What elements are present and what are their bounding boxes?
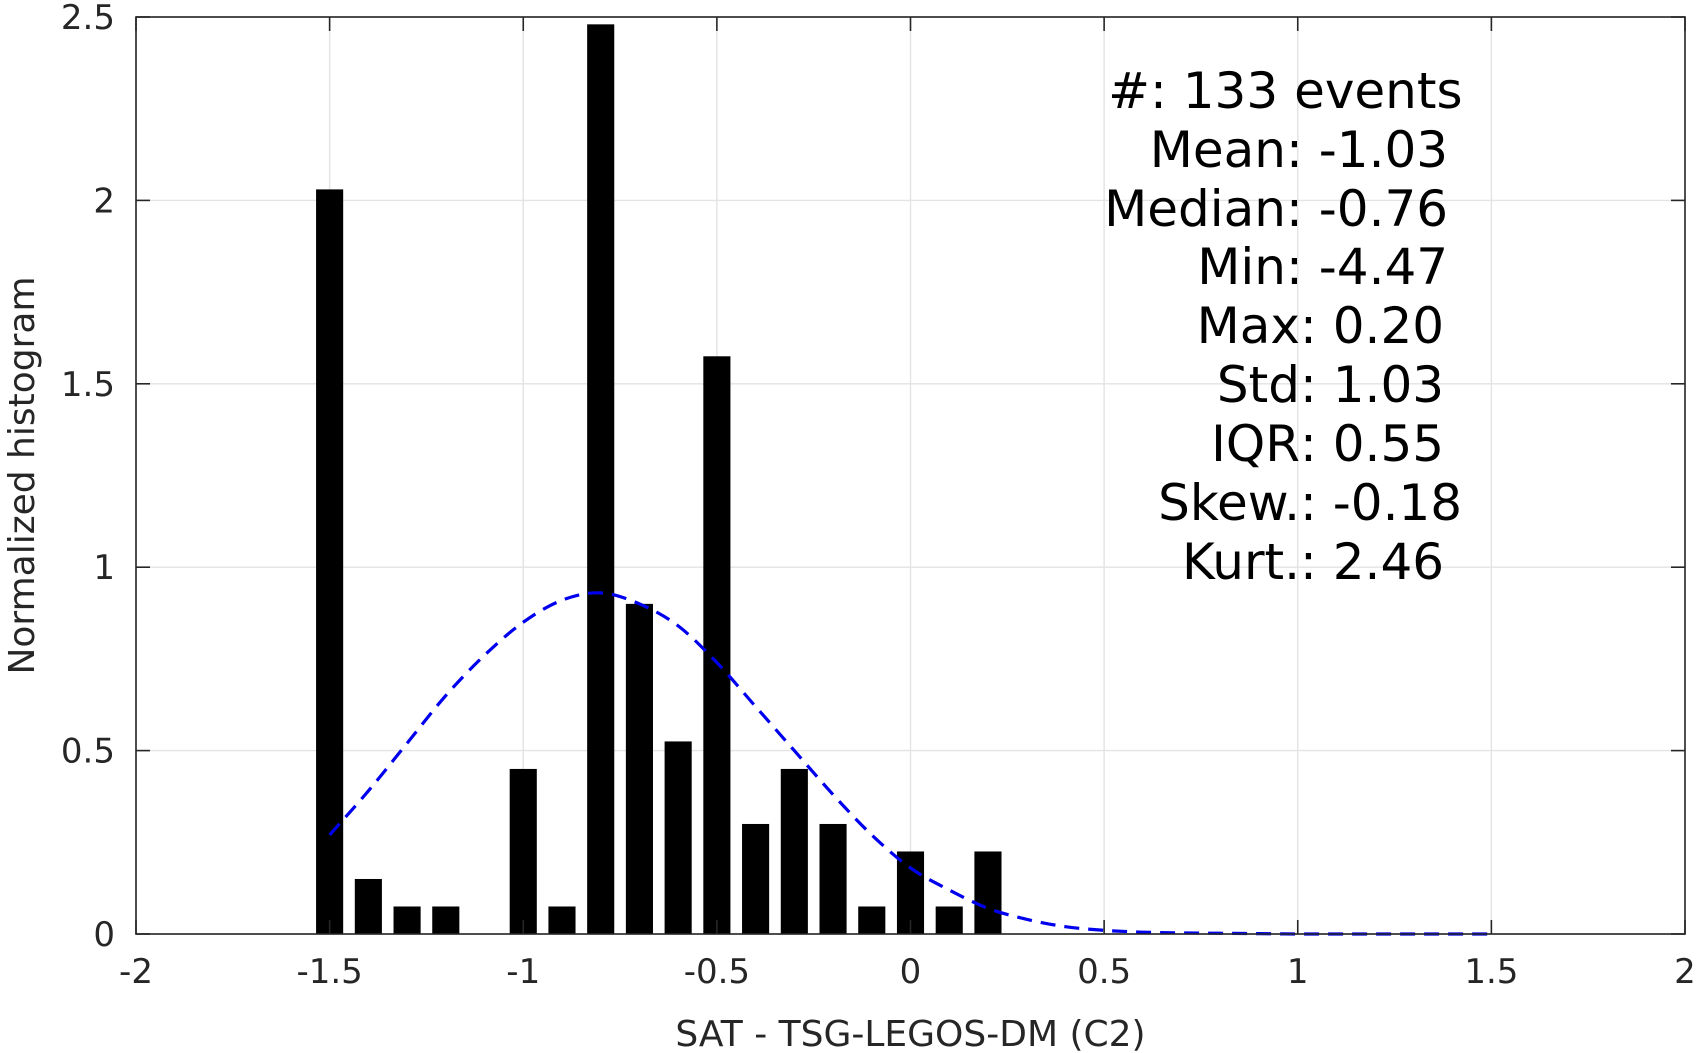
stat-label-1: Mean — [1150, 121, 1286, 179]
stat-label-4: Max — [1197, 297, 1300, 355]
stat-label-8: Kurt. — [1182, 533, 1300, 591]
histogram-bar-7 — [625, 603, 653, 934]
stat-value-2: : -0.76 — [1286, 180, 1448, 238]
x-tick-label-4: 0 — [900, 952, 922, 992]
histogram-bar-5 — [548, 906, 576, 934]
x-tick-label-0: -2 — [119, 952, 153, 992]
stat-label-5: Std — [1217, 356, 1300, 414]
x-tick-label-2: -1 — [506, 952, 540, 992]
stat-label-7: Skew. — [1158, 474, 1300, 532]
histogram-bar-8 — [664, 741, 692, 934]
stat-value-1: : -1.03 — [1286, 121, 1448, 179]
histogram-bars — [316, 24, 1002, 935]
x-tick-label-1: -1.5 — [296, 952, 362, 992]
x-tick-label-8: 2 — [1674, 952, 1696, 992]
stat-value-8: : 2.46 — [1300, 533, 1444, 591]
stat-value-0: : 133 events — [1150, 62, 1463, 120]
axis-ticks — [135, 16, 1686, 935]
histogram-bar-15 — [935, 906, 963, 934]
y-tick-label-5: 2.5 — [61, 0, 115, 38]
histogram-bar-3 — [432, 906, 460, 934]
histogram-bar-16 — [974, 851, 1002, 934]
normal-fit-curve — [328, 591, 1492, 936]
histogram-bar-2 — [393, 906, 421, 934]
histogram-bar-0 — [316, 189, 344, 934]
y-tick-label-3: 1.5 — [61, 365, 115, 405]
histogram-bar-10 — [742, 823, 770, 934]
stat-label-0: # — [1108, 62, 1150, 120]
x-tick-label-3: -0.5 — [684, 952, 750, 992]
stat-value-6: : 0.55 — [1300, 415, 1444, 473]
stat-value-5: : 1.03 — [1300, 356, 1444, 414]
stat-label-2: Median — [1104, 180, 1286, 238]
histogram-bar-4 — [509, 768, 537, 934]
x-tick-label-6: 1 — [1287, 952, 1309, 992]
y-tick-label-4: 2 — [93, 181, 115, 221]
stat-value-3: : -4.47 — [1286, 238, 1448, 296]
y-tick-label-2: 1 — [93, 548, 115, 588]
stat-value-4: : 0.20 — [1300, 297, 1444, 355]
stat-label-6: IQR — [1211, 415, 1300, 473]
histogram-bar-11 — [780, 768, 808, 934]
x-axis-title: SAT - TSG-LEGOS-DM (C2) — [675, 1014, 1145, 1053]
histogram-bar-13 — [858, 906, 886, 934]
y-tick-label-1: 0.5 — [61, 732, 115, 772]
y-tick-labels: 0 0.5 1 1.5 2 2.5 — [61, 0, 115, 955]
x-tick-label-5: 0.5 — [1077, 952, 1131, 992]
histogram-bar-9 — [703, 356, 731, 934]
y-tick-label-0: 0 — [93, 915, 115, 955]
histogram-bar-12 — [819, 823, 847, 934]
stat-label-3: Min — [1197, 238, 1286, 296]
y-axis-title: Normalized histogram — [2, 276, 43, 674]
stat-value-7: : -0.18 — [1300, 474, 1462, 532]
x-tick-label-7: 1.5 — [1464, 952, 1518, 992]
histogram-bar-1 — [354, 878, 382, 934]
histogram-bar-6 — [587, 24, 615, 935]
x-tick-labels: -2 -1.5 -1 -0.5 0 0.5 1 1.5 2 — [119, 952, 1696, 992]
